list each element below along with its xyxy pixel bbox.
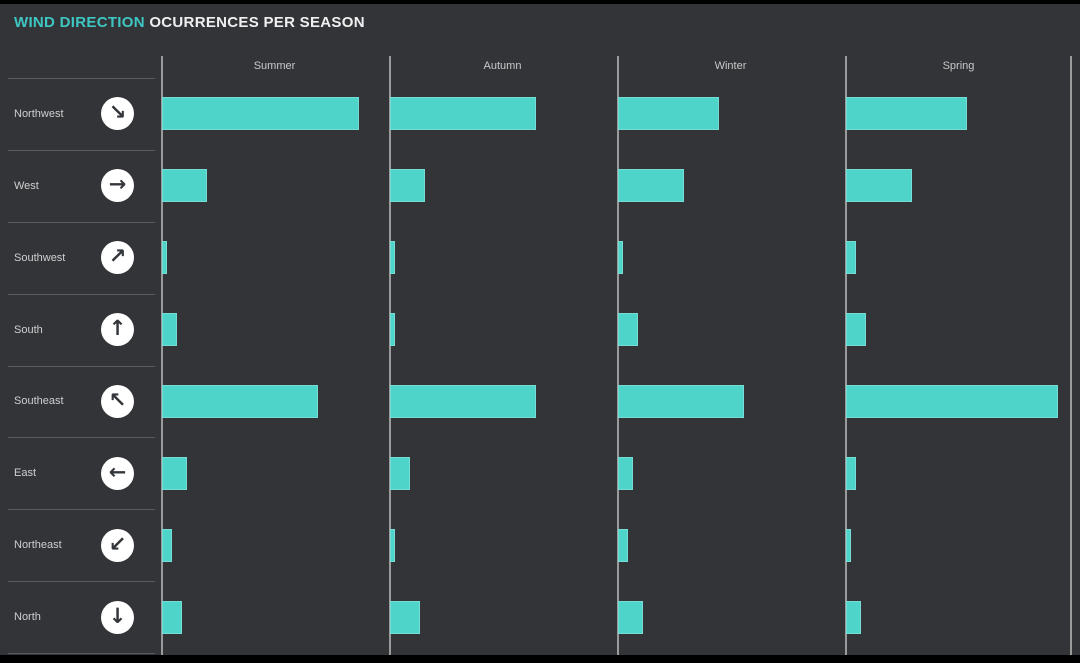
bar-west-autumn[interactable] bbox=[390, 169, 426, 203]
bar-north-winter[interactable] bbox=[618, 600, 644, 634]
column-header-spring: Spring bbox=[942, 60, 975, 72]
bar-southeast-autumn[interactable] bbox=[390, 384, 537, 418]
bar-south-winter[interactable] bbox=[618, 313, 639, 347]
direction-label-west: West bbox=[14, 179, 39, 192]
row-separator bbox=[8, 293, 155, 295]
bar-east-autumn[interactable] bbox=[390, 456, 411, 490]
bar-southwest-spring[interactable] bbox=[846, 241, 857, 275]
row-separator bbox=[8, 149, 155, 151]
bar-northwest-spring[interactable] bbox=[846, 97, 968, 131]
chart-right-border bbox=[1070, 56, 1072, 655]
column-header-autumn: Autumn bbox=[483, 60, 522, 72]
bar-east-winter[interactable] bbox=[618, 456, 634, 490]
direction-label-northwest: Northwest bbox=[14, 107, 64, 120]
bar-south-autumn[interactable] bbox=[390, 313, 395, 347]
bar-northeast-winter[interactable] bbox=[618, 528, 629, 562]
arrow-glyph: ← bbox=[108, 459, 127, 484]
bar-southeast-summer[interactable] bbox=[162, 384, 319, 418]
row-separator bbox=[8, 221, 155, 223]
south-wind-arrow-north-icon: ↑ bbox=[101, 313, 134, 347]
bar-northeast-autumn[interactable] bbox=[390, 528, 395, 562]
bar-southeast-spring[interactable] bbox=[846, 384, 1058, 418]
southwest-wind-arrow-northeast-icon: ↗ bbox=[101, 241, 134, 275]
row-separator bbox=[8, 365, 155, 367]
bar-north-autumn[interactable] bbox=[390, 600, 421, 634]
row-separator bbox=[8, 78, 155, 79]
title-accent: WIND DIRECTION bbox=[14, 14, 145, 31]
northwest-wind-arrow-southeast-icon: ↘ bbox=[101, 97, 134, 131]
bar-northwest-summer[interactable] bbox=[162, 97, 359, 131]
bar-west-spring[interactable] bbox=[846, 169, 912, 203]
north-wind-arrow-south-icon: ↓ bbox=[101, 600, 134, 634]
bar-northeast-summer[interactable] bbox=[162, 528, 173, 562]
arrow-glyph: ↙ bbox=[108, 531, 127, 556]
row-separator bbox=[8, 437, 155, 439]
bar-east-spring[interactable] bbox=[846, 456, 857, 490]
axis-line-summer bbox=[161, 56, 163, 655]
bar-west-winter[interactable] bbox=[618, 169, 684, 203]
bar-west-summer[interactable] bbox=[162, 169, 208, 203]
wind-direction-chart: Summer Autumn Winter Spring Northwest ↘ West → S… bbox=[0, 4, 1080, 655]
arrow-glyph: ↗ bbox=[108, 244, 127, 269]
column-header-winter: Winter bbox=[714, 60, 747, 72]
east-wind-arrow-west-icon: ← bbox=[101, 456, 134, 490]
direction-label-southeast: Southeast bbox=[14, 395, 64, 408]
bar-southwest-winter[interactable] bbox=[618, 241, 623, 275]
arrow-glyph: ↓ bbox=[108, 603, 127, 628]
arrow-glyph: ↘ bbox=[108, 100, 127, 125]
bar-southwest-summer[interactable] bbox=[162, 241, 167, 275]
bar-northwest-autumn[interactable] bbox=[390, 97, 537, 131]
southeast-wind-arrow-northwest-icon: ↖ bbox=[101, 384, 134, 418]
bar-east-summer[interactable] bbox=[162, 456, 188, 490]
direction-label-north: North bbox=[14, 611, 41, 624]
dashboard-canvas: WIND DIRECTION OCURRENCES PER SEASON Sum… bbox=[0, 4, 1080, 655]
row-separator bbox=[8, 653, 155, 654]
bar-southeast-winter[interactable] bbox=[618, 384, 745, 418]
direction-label-south: South bbox=[14, 323, 43, 336]
column-header-summer: Summer bbox=[253, 60, 296, 72]
bar-south-summer[interactable] bbox=[162, 313, 178, 347]
axis-line-winter bbox=[617, 56, 619, 655]
northeast-wind-arrow-southwest-icon: ↙ bbox=[101, 528, 134, 562]
bar-north-spring[interactable] bbox=[846, 600, 862, 634]
direction-label-northeast: Northeast bbox=[14, 539, 62, 552]
arrow-glyph: → bbox=[108, 172, 127, 197]
direction-label-east: East bbox=[14, 467, 37, 480]
bar-southwest-autumn[interactable] bbox=[390, 241, 395, 275]
row-separator bbox=[8, 581, 155, 583]
axis-line-autumn bbox=[389, 56, 391, 655]
bar-north-summer[interactable] bbox=[162, 600, 183, 634]
west-wind-arrow-east-icon: → bbox=[101, 169, 134, 203]
axis-line-spring bbox=[845, 56, 847, 655]
direction-label-southwest: Southwest bbox=[14, 251, 66, 264]
page-title: WIND DIRECTION OCURRENCES PER SEASON bbox=[14, 14, 365, 31]
bar-northeast-spring[interactable] bbox=[846, 528, 851, 562]
bar-south-spring[interactable] bbox=[846, 313, 867, 347]
bar-northwest-winter[interactable] bbox=[618, 97, 719, 131]
arrow-glyph: ↑ bbox=[108, 316, 127, 341]
title-rest: OCURRENCES PER SEASON bbox=[149, 14, 365, 31]
arrow-glyph: ↖ bbox=[108, 387, 127, 412]
row-separator bbox=[8, 509, 155, 511]
